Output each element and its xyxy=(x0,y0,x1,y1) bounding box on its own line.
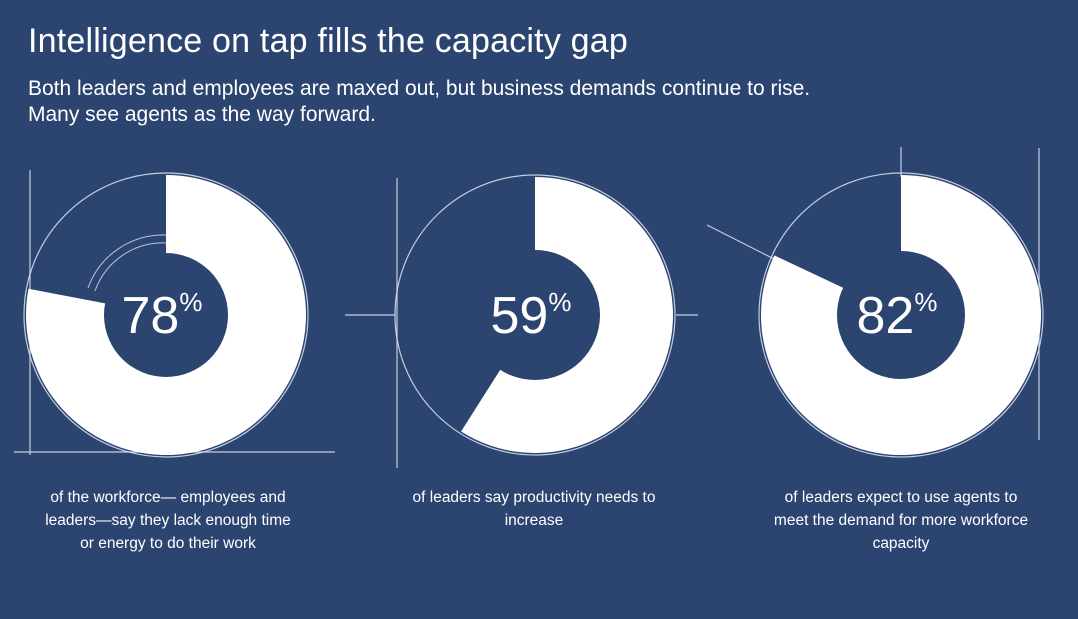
donut-hole xyxy=(104,253,228,377)
donut-value-number: 82 xyxy=(857,287,915,345)
donut-value-unit: % xyxy=(548,287,571,317)
donut-value-number: 59 xyxy=(491,287,549,345)
donut-outline xyxy=(394,174,676,456)
sketch-arc xyxy=(94,242,167,292)
subtitle-line-1: Both leaders and employees are maxed out… xyxy=(28,77,811,100)
donut-outline xyxy=(758,172,1044,458)
donut-value-number: 78 xyxy=(122,287,180,345)
donut-value-unit: % xyxy=(179,287,202,317)
donut-chart-2: 59% xyxy=(394,174,676,456)
caption-chart-2: of leaders say productivity needs to inc… xyxy=(412,489,656,529)
page-title: Intelligence on tap fills the capacity g… xyxy=(28,22,628,60)
donut-chart-3: 82% xyxy=(758,172,1044,458)
donut-value-label: 59% xyxy=(491,287,572,345)
donut-hole xyxy=(837,251,965,379)
caption-chart-1: of the workforce— employees and leaders—… xyxy=(45,489,291,552)
sketch-arc xyxy=(87,234,167,289)
page-subtitle: Both leaders and employees are maxed out… xyxy=(28,76,1028,128)
donut-outline xyxy=(23,172,309,458)
sketch-arcs xyxy=(87,234,167,292)
donut-hole xyxy=(470,250,600,380)
donut-value-label: 78% xyxy=(122,287,203,345)
subtitle-line-2: Many see agents as the way forward. xyxy=(28,103,376,126)
caption-chart-3: of leaders expect to use agents to meet … xyxy=(773,489,1029,552)
sketch-line xyxy=(706,224,781,263)
donut-chart-1: 78% xyxy=(23,172,309,458)
donut-value-unit: % xyxy=(914,287,937,317)
donut-value-label: 82% xyxy=(857,287,938,345)
